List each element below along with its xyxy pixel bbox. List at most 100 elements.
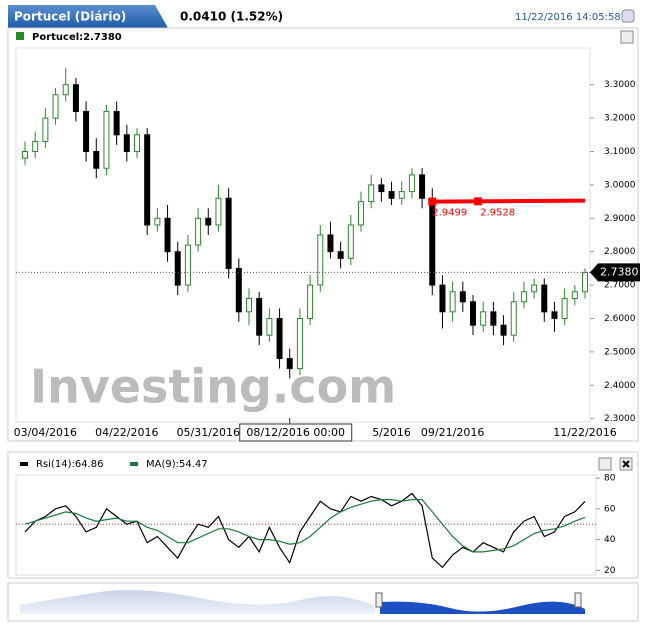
- candle-body: [500, 324, 507, 336]
- candle-body: [134, 134, 140, 153]
- y-tick-label: 3.3000: [604, 80, 636, 90]
- minimize-button[interactable]: [598, 457, 612, 471]
- candle-body: [174, 251, 181, 286]
- candle-body: [266, 317, 273, 336]
- y-tick-label: 60: [604, 504, 616, 514]
- candle-body: [358, 201, 364, 226]
- candle-body: [32, 141, 39, 153]
- y-tick-label: 2.4000: [604, 381, 636, 391]
- candle-body: [449, 291, 456, 313]
- rsi-line: [24, 492, 586, 569]
- candle-body: [215, 197, 222, 226]
- candle-body: [307, 284, 314, 319]
- candle-body: [459, 291, 466, 303]
- y-tick-label: 2.7000: [604, 281, 636, 291]
- title: Portucel (Diário): [14, 10, 126, 24]
- candle-body: [103, 110, 110, 169]
- candle-body: [419, 174, 426, 199]
- candle-body: [62, 84, 69, 96]
- candle-body: [571, 291, 578, 299]
- candle-body: [347, 224, 354, 259]
- x-tick-label: 5/2016: [372, 426, 411, 439]
- legend-label: MA(9):54.47: [146, 459, 208, 470]
- navigator-handle[interactable]: [375, 592, 383, 608]
- candle-body: [541, 284, 548, 313]
- trendline-label: 2.9499: [432, 208, 467, 219]
- candle-body: [327, 234, 334, 253]
- candle-body: [520, 291, 527, 303]
- y-tick-label: 2.3000: [604, 414, 636, 424]
- crosshair-label-box: [239, 423, 353, 442]
- candle-body: [388, 191, 395, 199]
- y-tick-label: 80: [604, 474, 616, 484]
- candle-body: [408, 174, 415, 193]
- price-panel: [7, 27, 639, 442]
- candle-body: [470, 301, 476, 326]
- x-tick-label: 03/04/2016: [14, 426, 77, 439]
- candle-body: [52, 94, 59, 119]
- candle-body: [582, 271, 588, 293]
- candle-body: [256, 297, 263, 336]
- settings-icon[interactable]: [621, 9, 635, 23]
- x-tick-label: 08/12/2016 00:00: [246, 426, 345, 439]
- navigator-handle[interactable]: [574, 592, 582, 608]
- candle-body: [113, 110, 120, 136]
- candle-body: [276, 317, 283, 360]
- y-tick-label: 20: [604, 566, 616, 576]
- candle-body: [286, 358, 293, 370]
- candle-body: [480, 311, 487, 326]
- last-price-label: 2.7380: [600, 265, 639, 278]
- close-icon: [622, 460, 630, 468]
- candle-body: [93, 151, 100, 169]
- x-tick-label: 11/22/2016: [553, 426, 616, 439]
- change: 0.0410 (1.52%): [180, 10, 283, 24]
- candle-body: [123, 134, 130, 153]
- legend-swatch: [16, 32, 24, 40]
- trendline: [432, 198, 586, 204]
- y-tick-label: 2.8000: [604, 247, 636, 257]
- x-tick-label: 04/22/2016: [95, 426, 158, 439]
- rsi-line: [24, 499, 586, 553]
- navigator-area: [20, 590, 375, 614]
- y-tick-label: 2.6000: [604, 314, 636, 324]
- last-price-marker: [590, 263, 640, 282]
- candle-body: [368, 184, 375, 203]
- rsi-panel: [7, 451, 639, 579]
- candle-body: [378, 184, 385, 193]
- legend-swatch: [20, 462, 28, 466]
- legend-label: Rsi(14):64.86: [36, 459, 103, 470]
- candle-body: [561, 297, 568, 319]
- y-tick-label: 3.2000: [604, 114, 636, 124]
- x-tick-label: 09/21/2016: [421, 426, 484, 439]
- legend: Portucel:2.7380: [32, 32, 122, 43]
- candle-body: [531, 284, 538, 293]
- y-tick-label: 2.9000: [604, 214, 636, 224]
- title-tab: [8, 5, 168, 28]
- candle-body: [144, 134, 151, 226]
- candle-body: [246, 297, 252, 313]
- timestamp: 11/22/2016 14:05:58: [515, 12, 621, 23]
- candle-body: [439, 284, 446, 313]
- candle-body: [164, 217, 171, 253]
- minimize-button[interactable]: [620, 30, 634, 44]
- watermark: Investing.com: [30, 360, 396, 414]
- candle-body: [296, 317, 303, 370]
- candle-body: [42, 117, 49, 142]
- y-tick-label: 3.1000: [604, 147, 636, 157]
- candle-body: [72, 84, 79, 112]
- candle-body: [398, 191, 405, 199]
- candle-body: [225, 197, 232, 269]
- candle-body: [22, 151, 28, 159]
- candle-body: [154, 217, 161, 226]
- rsi-frame: [15, 474, 597, 576]
- navigator-selection: [380, 601, 585, 614]
- candle-body: [83, 110, 90, 153]
- candle-body: [235, 267, 242, 313]
- trendline-handle: [474, 197, 483, 206]
- y-tick-label: 3.0000: [604, 180, 636, 190]
- legend-swatch: [130, 462, 138, 466]
- candle-body: [317, 234, 324, 286]
- candle-body: [195, 217, 202, 246]
- candle-body: [490, 311, 497, 326]
